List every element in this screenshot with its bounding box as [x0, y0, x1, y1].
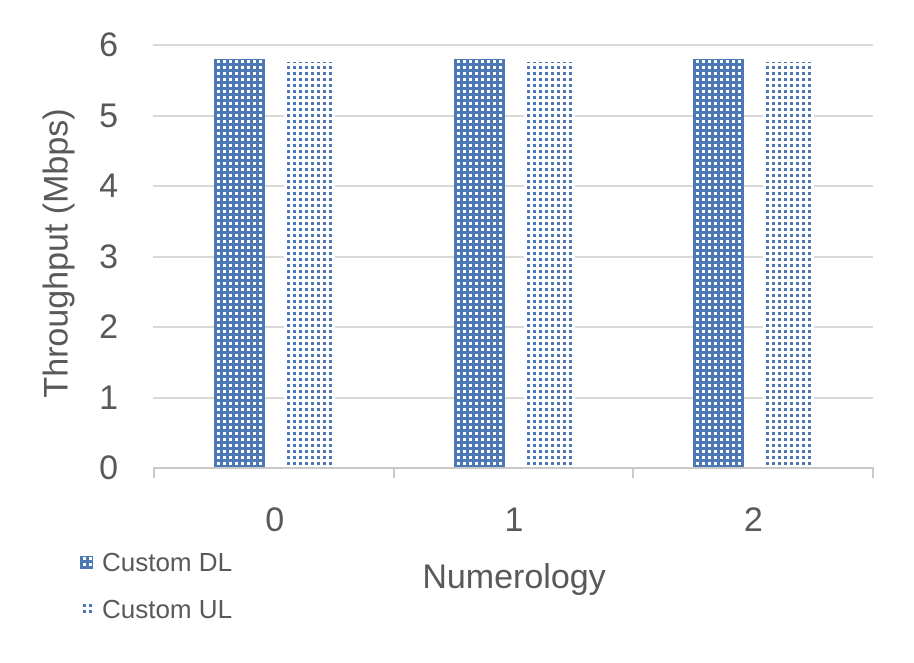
x-tick-label-2: 2: [743, 501, 763, 539]
bar-custom-ul-cat1: [523, 61, 575, 468]
gridline-y-4: [153, 185, 873, 187]
gridline-y-3: [153, 255, 873, 258]
x-axis-tick-0: [153, 467, 155, 478]
bar-custom-dl-cat1: [453, 59, 505, 468]
bar-custom-dl-cat0: [214, 59, 266, 468]
gridline-y-1: [153, 396, 873, 399]
gridline-y-2: [153, 326, 873, 328]
legend-item-custom-ul: Custom UL: [80, 596, 232, 622]
y-tick-label-3: 3: [99, 237, 118, 276]
bar-custom-ul-cat0: [284, 61, 336, 468]
legend-swatch-custom-ul-pattern-icon: [80, 602, 93, 616]
legend-item-custom-dl: Custom DL: [80, 549, 232, 575]
x-axis-tick-2: [632, 467, 635, 478]
bar-custom-dl-cat2: [692, 59, 744, 468]
legend-label-custom-dl: Custom DL: [102, 547, 233, 577]
x-axis-line: [153, 467, 874, 469]
bar-custom-ul-cat2: [762, 61, 814, 468]
y-tick-label-5: 5: [99, 96, 118, 135]
y-tick-label-4: 4: [99, 167, 118, 205]
y-tick-label-2: 2: [99, 308, 118, 346]
gridline-y-5: [153, 114, 873, 117]
legend-swatch-custom-dl-pattern-icon: [80, 555, 93, 569]
legend-label-custom-ul: Custom UL: [102, 594, 233, 624]
x-axis-tick-3: [872, 467, 874, 478]
legend: Custom DL Custom UL: [80, 549, 232, 643]
gridline-y-6: [153, 44, 873, 46]
y-tick-label-6: 6: [99, 26, 118, 64]
x-axis-title: Numerology: [422, 558, 606, 596]
x-axis-tick-1: [392, 467, 395, 478]
y-tick-label-0: 0: [99, 449, 118, 487]
x-tick-label-0: 0: [265, 501, 285, 539]
x-tick-label-1: 1: [504, 501, 524, 539]
y-tick-label-1: 1: [99, 378, 118, 417]
